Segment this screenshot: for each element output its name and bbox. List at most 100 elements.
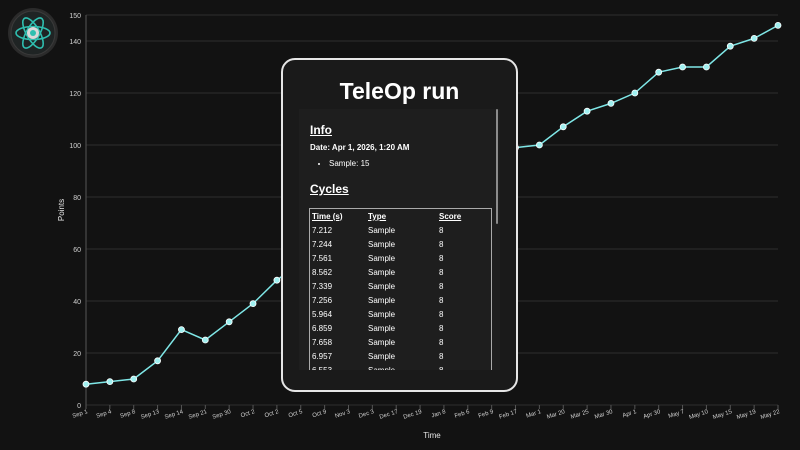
x-tick-label: Sep 30 (212, 409, 233, 421)
info-item: Sample: 15 (329, 159, 369, 168)
cycle-score-cell: 8 (439, 225, 444, 235)
y-tick-labels: 0 20 40 60 80 100 120 140 150 (69, 13, 81, 410)
x-tick-label: Mar 25 (570, 409, 590, 421)
data-point[interactable] (273, 276, 281, 284)
cycle-time-cell: 6.553 (312, 365, 333, 371)
cycle-time-cell: 7.244 (312, 239, 333, 249)
data-point[interactable] (249, 300, 257, 308)
cycle-type-cell: Sample (368, 365, 396, 371)
info-heading: Info (310, 123, 332, 137)
table-row: 7.561 Sample 8 (310, 251, 491, 265)
cycle-type-cell: Sample (368, 323, 396, 333)
x-tick-label: Mar 20 (546, 409, 566, 421)
x-tick-label: Dec 3 (358, 409, 375, 420)
run-date: Date: Apr 1, 2026, 1:20 AM (310, 143, 410, 152)
table-row: 7.244 Sample 8 (310, 237, 491, 251)
table-row: 6.859 Sample 8 (310, 321, 491, 335)
x-tick-label: Apr 1 (622, 409, 638, 419)
cycle-time-cell: 7.658 (312, 337, 333, 347)
table-row: 8.562 Sample 8 (310, 265, 491, 279)
cycle-type-cell: Sample (368, 309, 396, 319)
table-row: 6.957 Sample 8 (310, 349, 491, 363)
cycle-type-cell: Sample (368, 253, 396, 263)
x-tick-label: Dec 19 (403, 409, 424, 421)
table-header-row: Time (s) Type Score (310, 209, 491, 223)
x-tick-label: May 22 (760, 409, 781, 421)
data-point[interactable] (631, 89, 639, 97)
x-tick-label: Feb 6 (454, 409, 471, 420)
data-point[interactable] (559, 123, 567, 131)
cycle-time-cell: 6.957 (312, 351, 333, 361)
data-point[interactable] (750, 35, 758, 42)
data-point[interactable] (655, 68, 663, 76)
data-point[interactable] (225, 318, 233, 326)
cycle-time-cell: 5.964 (312, 309, 333, 319)
atom-logo-icon (10, 10, 56, 56)
cycle-score-cell: 8 (439, 309, 444, 319)
x-tick-label: Jan 8 (431, 409, 447, 419)
x-tick-label: Sep 8 (120, 409, 137, 420)
data-point[interactable] (130, 375, 138, 383)
cycle-type-cell: Sample (368, 225, 396, 235)
x-tick-labels: Sep 1 Sep 4 Sep 8 Sep 13 Sep 14 Sep 21 Sep 30 O… (72, 409, 781, 421)
cycle-score-cell: 8 (439, 337, 444, 347)
data-point[interactable] (82, 380, 90, 388)
x-tick-label: Oct 9 (312, 409, 328, 419)
x-tick-label: Nov 3 (334, 409, 351, 420)
data-point[interactable] (679, 63, 686, 71)
data-point[interactable] (178, 326, 185, 334)
cycle-type-cell: Sample (368, 351, 396, 361)
data-point[interactable] (154, 357, 161, 365)
x-tick-label: Dec 17 (379, 409, 400, 421)
data-point[interactable] (535, 141, 543, 149)
column-header-type: Type (368, 211, 387, 221)
data-point[interactable] (607, 100, 615, 107)
info-list: Sample: 15 (321, 159, 369, 168)
data-point[interactable] (583, 107, 591, 115)
cycles-heading: Cycles (310, 182, 349, 196)
x-tick-label: Oct 2 (264, 409, 280, 419)
cycle-score-cell: 8 (439, 323, 444, 333)
cycles-table-container[interactable]: Time (s) Type Score 7.212 Sample 8 7.244 Sam… (309, 208, 492, 370)
app-logo[interactable] (8, 8, 58, 58)
x-tick-label: Feb 17 (499, 409, 519, 421)
scrollbar-thumb[interactable] (496, 109, 498, 224)
x-tick-label: Sep 4 (96, 409, 113, 420)
cycle-type-cell: Sample (368, 239, 396, 249)
x-axis-label: Time (423, 431, 441, 440)
data-point[interactable] (703, 63, 710, 71)
cycle-type-cell: Sample (368, 281, 396, 291)
y-tick-label: 100 (69, 143, 81, 150)
y-tick-label: 40 (73, 299, 81, 306)
table-row: 7.256 Sample 8 (310, 293, 491, 307)
table-row: 5.964 Sample 8 (310, 307, 491, 321)
table-row: 6.553 Sample 8 (310, 363, 491, 371)
data-point[interactable] (106, 378, 114, 386)
cycle-score-cell: 8 (439, 239, 444, 249)
x-tick-label: May 7 (668, 409, 686, 420)
modal-title: TeleOp run (339, 78, 460, 104)
cycle-score-cell: 8 (439, 295, 444, 305)
data-point[interactable] (726, 42, 734, 50)
modal-scroll-content[interactable]: Info Date: Apr 1, 2026, 1:20 AM Sample: … (299, 109, 500, 370)
data-point[interactable] (774, 21, 782, 29)
y-tick-label: 80 (73, 195, 81, 202)
cycle-time-cell: 6.859 (312, 323, 333, 333)
x-tick-label: May 19 (736, 409, 757, 421)
y-tick-label: 60 (73, 247, 81, 254)
cycle-type-cell: Sample (368, 267, 396, 277)
cycle-score-cell: 8 (439, 351, 444, 361)
table-row: 7.658 Sample 8 (310, 335, 491, 349)
y-axis-label: Points (57, 199, 66, 221)
x-tick-label: Sep 1 (72, 409, 89, 420)
data-point[interactable] (201, 336, 209, 344)
table-row: 7.339 Sample 8 (310, 279, 491, 293)
cycle-score-cell: 8 (439, 281, 444, 291)
x-tick-label: May 10 (688, 409, 709, 421)
y-tick-label: 20 (73, 351, 81, 358)
y-tick-label: 150 (69, 13, 81, 20)
run-details-modal: TeleOp run Info Date: Apr 1, 2026, 1:20 … (281, 58, 518, 392)
x-tick-label: Mar 1 (526, 409, 543, 420)
cycle-time-cell: 7.561 (312, 253, 333, 263)
x-tick-label: Apr 30 (643, 409, 662, 420)
